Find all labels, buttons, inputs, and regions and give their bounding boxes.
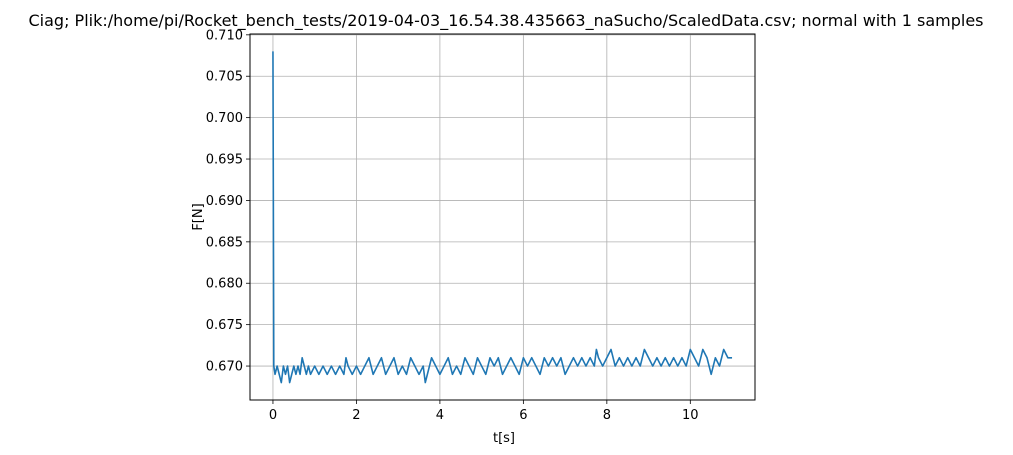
y-tick-label: 0.685: [206, 235, 243, 250]
y-tick-label: 0.675: [206, 318, 243, 333]
x-tick-label: 10: [682, 408, 699, 423]
y-tick-label: 0.705: [206, 70, 243, 85]
y-tick-label: 0.670: [206, 360, 243, 375]
series-layer: [272, 51, 733, 384]
y-tick-label: 0.695: [206, 153, 243, 168]
y-tick-label: 0.700: [206, 111, 243, 126]
x-tick-label: 8: [603, 408, 611, 423]
plot-area-frame: [249, 33, 756, 401]
y-tick-label: 0.680: [206, 277, 243, 292]
x-tick-label: 6: [519, 408, 527, 423]
x-axis: 0 2 4 6 8 10: [269, 400, 699, 423]
grid: [250, 34, 755, 400]
y-axis: 0.670 0.675 0.680 0.685 0.690 0.695 0.700 0.705…: [206, 28, 250, 375]
series-line: [272, 51, 733, 384]
chart-title: Ciag; Plik:/home/pi/Rocket_bench_tests/2…: [29, 11, 984, 31]
x-axis-label: t[s]: [493, 431, 515, 446]
y-axis-label: F[N]: [191, 203, 206, 230]
y-tick-label: 0.710: [206, 28, 243, 43]
x-tick-label: 4: [436, 408, 444, 423]
y-tick-label: 0.690: [206, 194, 243, 209]
x-tick-label: 2: [352, 408, 360, 423]
x-tick-label: 0: [269, 408, 277, 423]
